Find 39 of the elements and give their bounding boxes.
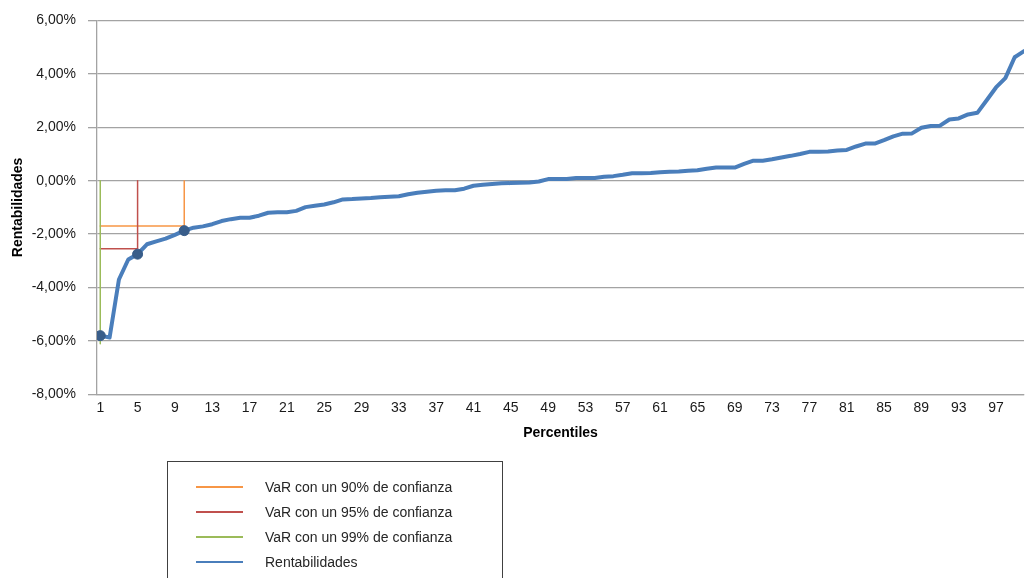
legend-label: VaR con un 95% de confianza <box>265 503 453 520</box>
x-tick-label: 97 <box>988 398 1005 415</box>
x-tick-label: 21 <box>279 398 295 415</box>
y-tick-label: 2,00% <box>36 118 76 135</box>
x-tick-label: 53 <box>577 398 594 415</box>
x-tick-label: 5 <box>133 398 142 415</box>
y-tick-label: -4,00% <box>31 278 76 295</box>
y-tick-label: 4,00% <box>36 64 76 81</box>
x-tick-label: 1 <box>96 398 105 415</box>
x-tick-label: 93 <box>950 398 967 415</box>
y-tick-label: 0,00% <box>36 171 76 188</box>
y-tick-label: 6,00% <box>36 11 76 28</box>
x-tick-label: 85 <box>876 398 893 415</box>
x-tick-label: 57 <box>614 398 631 415</box>
x-tick-label: 73 <box>764 398 781 415</box>
x-tick-label: 89 <box>913 398 930 415</box>
legend-label: VaR con un 99% de confianza <box>265 528 453 545</box>
x-axis-title: Percentiles <box>523 424 599 441</box>
x-tick-label: 41 <box>465 398 482 415</box>
x-tick-label: 81 <box>838 398 855 415</box>
x-tick-label: 29 <box>353 398 370 415</box>
x-tick-label: 13 <box>204 398 221 415</box>
x-tick-label: 33 <box>391 398 407 415</box>
y-tick-label: -2,00% <box>31 224 76 241</box>
x-tick-label: 45 <box>503 398 519 415</box>
y-tick-label: -6,00% <box>31 331 76 348</box>
x-tick-label: 77 <box>801 398 818 415</box>
y-axis-title: Rentabilidades <box>9 157 26 258</box>
x-tick-label: 69 <box>726 398 743 415</box>
x-tick-label: 17 <box>241 398 258 415</box>
x-tick-label: 61 <box>652 398 669 415</box>
legend-label: VaR con un 90% de confianza <box>265 478 453 495</box>
legend-label: Rentabilidades <box>265 553 358 570</box>
y-tick-label: -8,00% <box>31 385 76 402</box>
x-tick-label: 65 <box>689 398 706 415</box>
x-tick-label: 9 <box>171 398 180 415</box>
x-tick-label: 37 <box>428 398 445 415</box>
x-tick-label: 25 <box>316 398 333 415</box>
x-tick-label: 49 <box>540 398 557 415</box>
